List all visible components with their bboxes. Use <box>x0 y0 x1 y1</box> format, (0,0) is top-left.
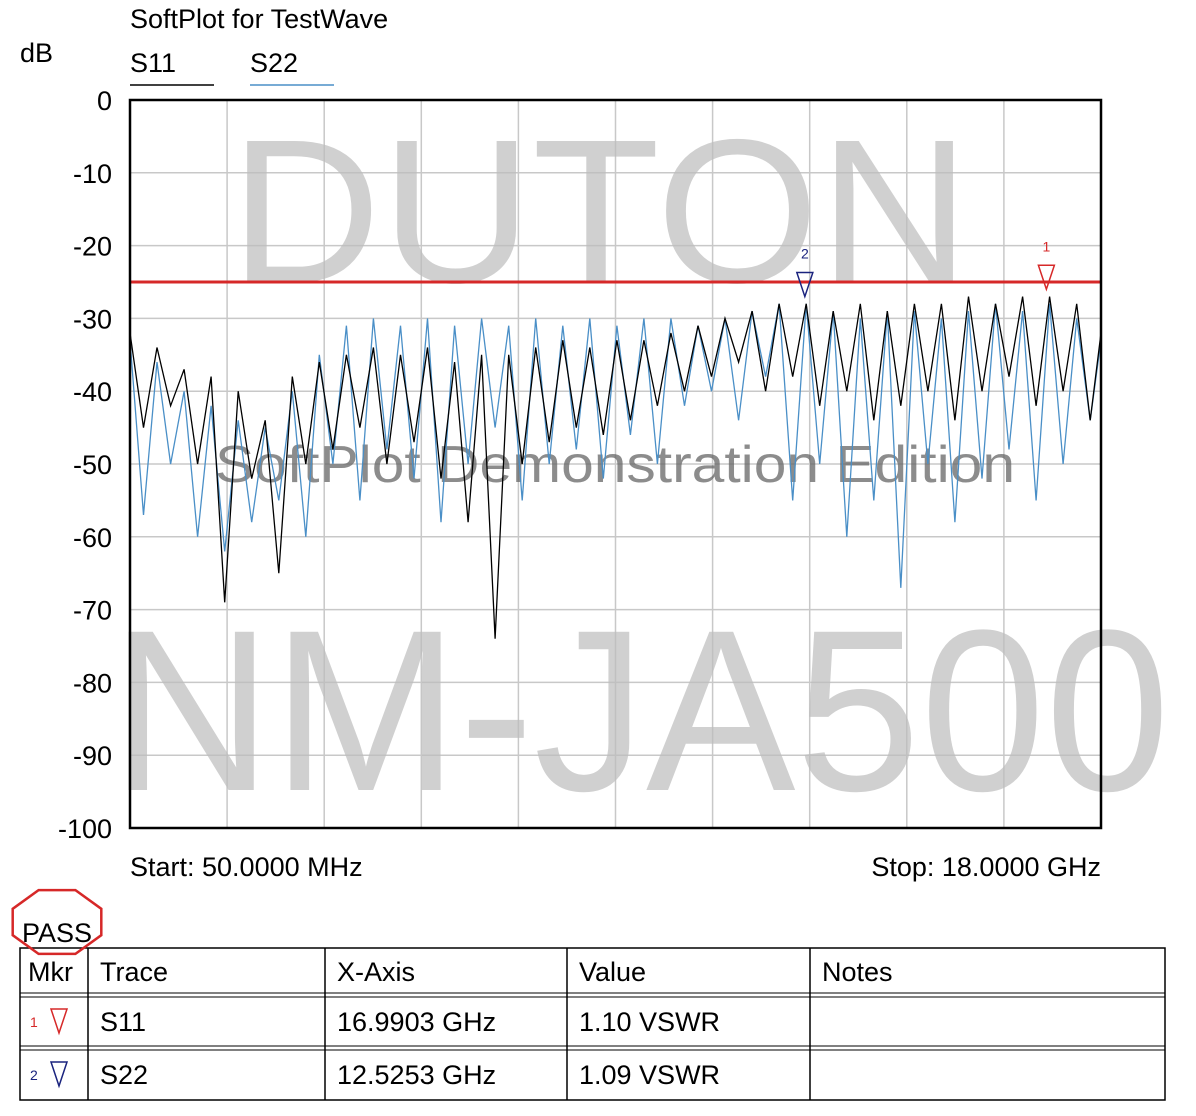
y-tick-label: -20 <box>73 232 112 262</box>
y-tick-label: -100 <box>58 814 112 844</box>
marker-label: 1 <box>1042 238 1050 254</box>
series-line <box>129 296 1102 639</box>
marker <box>795 271 814 299</box>
table-cell: S22 <box>100 1060 148 1090</box>
start-label: Start: 50.0000 MHz <box>130 852 363 882</box>
watermark: DUTON <box>230 97 970 326</box>
watermark: NM-JA500 <box>110 582 1170 839</box>
chart-title: SoftPlot for TestWave <box>130 4 388 34</box>
table-cell: 16.9903 GHz <box>337 1007 496 1037</box>
y-tick-label: -80 <box>73 668 112 698</box>
legend-label: S22 <box>250 48 298 78</box>
table-marker-icon <box>49 1061 69 1089</box>
y-tick-label: -10 <box>73 159 112 189</box>
table-header: Mkr <box>28 957 73 987</box>
table-marker-icon <box>49 1008 69 1036</box>
marker <box>1037 264 1056 292</box>
y-tick-label: -90 <box>73 741 112 771</box>
marker-label: 2 <box>801 246 809 262</box>
table-header: Notes <box>822 957 893 987</box>
table-cell-marker: 2 <box>30 1067 38 1083</box>
table-cell-marker: 1 <box>30 1014 38 1030</box>
y-tick-label: -30 <box>73 304 112 334</box>
plot-border <box>128 98 1103 830</box>
y-tick-label: -70 <box>73 596 112 626</box>
table-cell: 12.5253 GHz <box>337 1060 496 1090</box>
y-axis-label: dB <box>20 38 53 68</box>
watermark: SoftPlot Demonstration Edition <box>215 436 1015 494</box>
table-header: Trace <box>100 957 168 987</box>
table-header: Value <box>579 957 646 987</box>
pass-label: PASS <box>22 918 92 948</box>
series-line <box>129 303 1102 588</box>
table-cell: S11 <box>100 1007 146 1037</box>
table-border <box>19 947 1166 1101</box>
pass-stamp <box>11 888 103 956</box>
y-tick-label: -60 <box>73 523 112 553</box>
table-header: X-Axis <box>337 957 415 987</box>
stop-label: Stop: 18.0000 GHz <box>871 852 1101 882</box>
legend-label: S11 <box>130 48 176 78</box>
y-tick-label: -50 <box>73 450 112 480</box>
y-tick-label: -40 <box>73 377 112 407</box>
table-cell: 1.09 VSWR <box>579 1060 720 1090</box>
table-cell: 1.10 VSWR <box>579 1007 720 1037</box>
y-tick-label: 0 <box>97 86 112 116</box>
